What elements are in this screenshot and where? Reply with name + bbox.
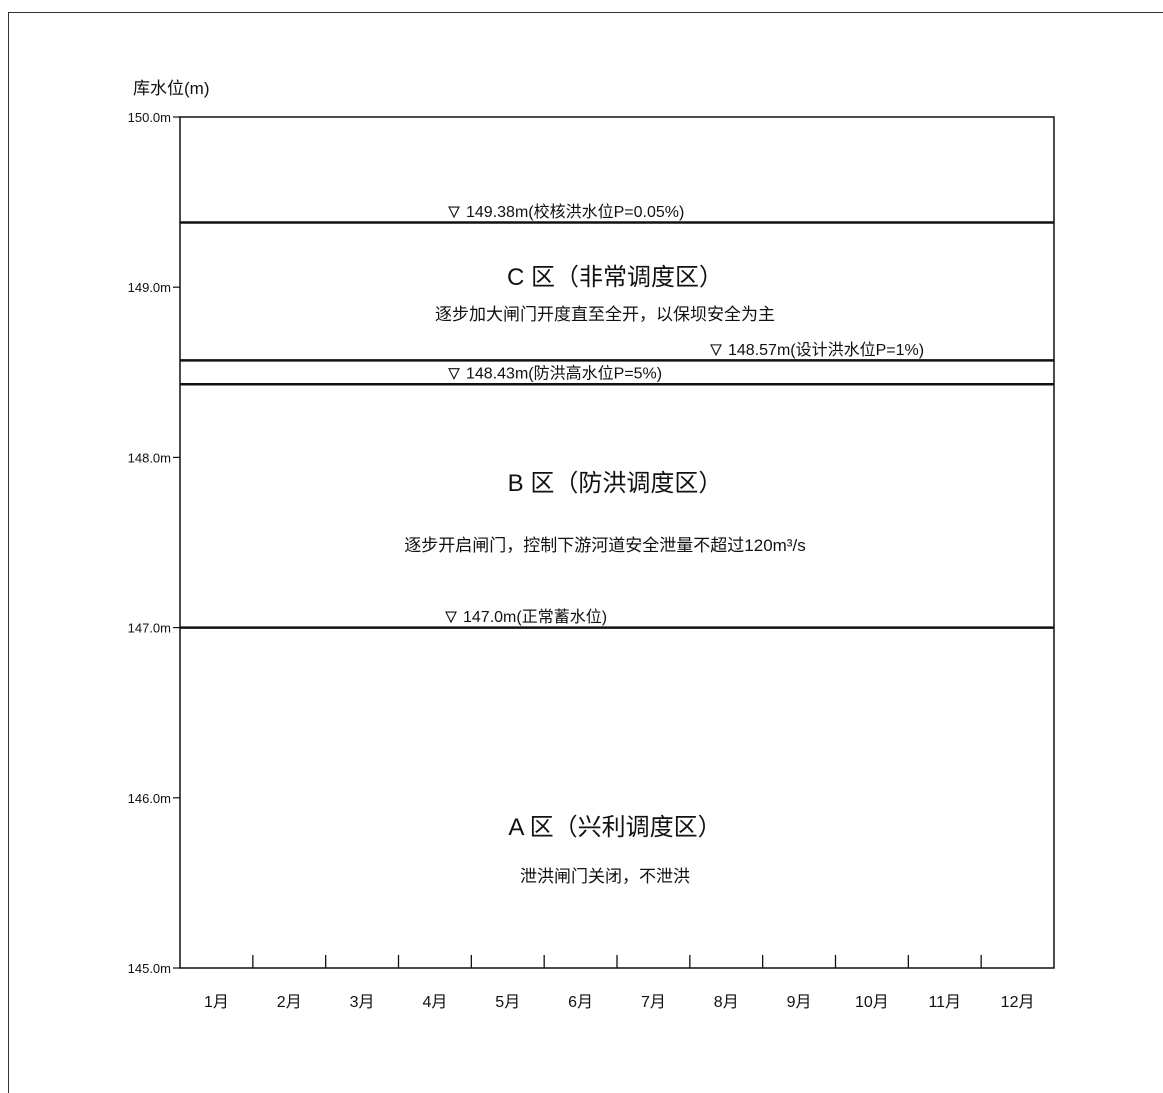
month-label: 4月 — [422, 994, 447, 1011]
month-label: 6月 — [568, 994, 593, 1011]
page-border-left — [8, 12, 9, 1093]
x-axis-month-ticks — [252, 955, 982, 968]
y-tick-label: 148.0m — [128, 450, 171, 465]
zone-description: 泄洪闸门关闭，不泄洪 — [520, 867, 690, 886]
water-level-label: 149.38m(校核洪水位P=0.05%) — [466, 203, 684, 221]
month-label: 10月 — [855, 994, 889, 1011]
water-level-marker-icon — [445, 611, 457, 624]
month-label: 12月 — [1001, 994, 1035, 1011]
month-label: 2月 — [277, 994, 302, 1011]
zone-title: B 区（防洪调度区） — [508, 470, 723, 497]
y-tick-label: 147.0m — [128, 621, 171, 636]
water-level-label: 148.43m(防洪高水位P=5%) — [466, 365, 662, 383]
dispatch-zones: C 区（非常调度区） 逐步加大闸门开度直至全开，以保坝安全为主 B 区（防洪调度区）… — [404, 264, 805, 886]
y-tick-label: 146.0m — [128, 791, 171, 806]
y-tick-label: 149.0m — [128, 280, 171, 295]
y-axis-label: 库水位(m) — [133, 79, 209, 98]
month-label: 11月 — [928, 994, 961, 1011]
water-level-marker-icon — [448, 368, 460, 380]
month-label: 5月 — [495, 994, 520, 1011]
zone-title: A 区（兴利调度区） — [508, 814, 721, 841]
zone-description: 逐步开启闸门，控制下游河道安全泄量不超过120m³/s — [404, 536, 805, 555]
water-levels: 149.38m(校核洪水位P=0.05%) 148.57m(设计洪水位P=1%) 1… — [180, 203, 1054, 629]
y-axis-ticks: 150.0m 149.0m 148.0m 147.0m 146.0m 145.0m — [128, 110, 180, 976]
water-level-marker-icon — [710, 344, 722, 357]
month-label: 3月 — [350, 994, 375, 1011]
y-tick-label: 145.0m — [128, 961, 171, 976]
month-label: 7月 — [641, 994, 666, 1011]
month-label: 1月 — [204, 994, 229, 1011]
month-label: 9月 — [787, 994, 812, 1011]
zone-title: C 区（非常调度区） — [507, 264, 723, 291]
water-level-marker-icon — [448, 206, 460, 219]
water-level-label: 148.57m(设计洪水位P=1%) — [728, 341, 924, 359]
page-border-top — [8, 12, 1163, 13]
y-tick-label: 150.0m — [128, 110, 171, 125]
water-level-label: 147.0m(正常蓄水位) — [463, 608, 607, 626]
x-axis-month-labels: 1月 2月 3月 4月 5月 6月 7月 8月 9月 10月 11月 12月 — [204, 994, 1035, 1011]
zone-description: 逐步加大闸门开度直至全开，以保坝安全为主 — [435, 305, 775, 324]
month-label: 8月 — [714, 994, 739, 1011]
